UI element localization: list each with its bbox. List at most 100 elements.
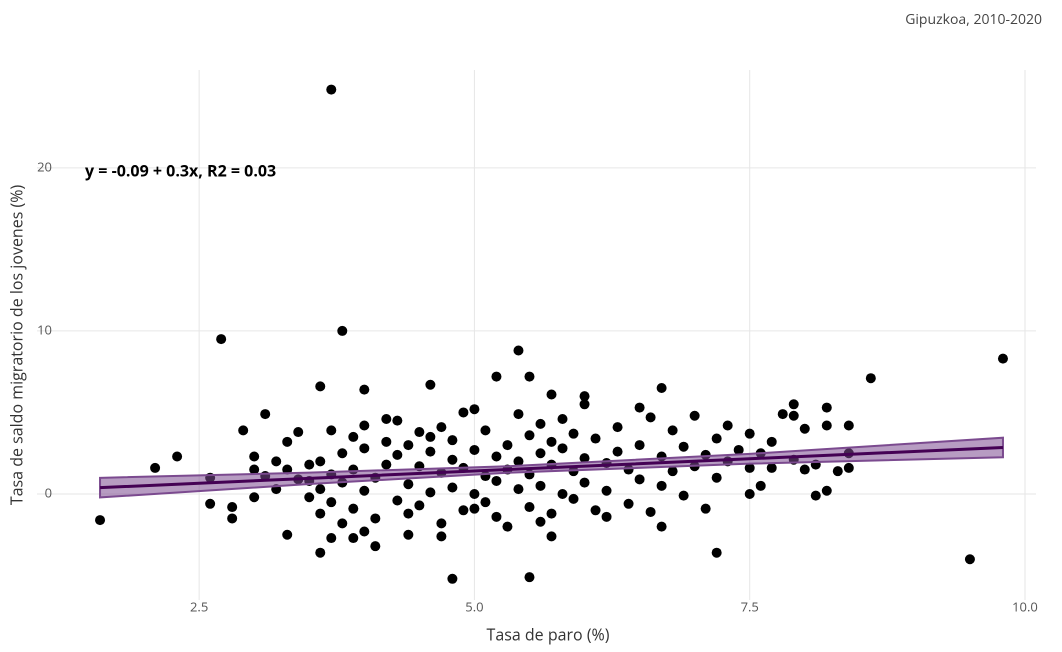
point (766, 436, 777, 447)
point (744, 489, 755, 499)
point (315, 456, 326, 467)
point (810, 490, 821, 501)
point (348, 533, 359, 544)
point (337, 448, 348, 459)
y-tick-label: 0 (45, 483, 52, 501)
y-tick-label: 20 (37, 157, 52, 175)
point (425, 487, 436, 498)
point (205, 498, 216, 509)
point (557, 413, 568, 424)
point (656, 383, 667, 393)
point (601, 485, 612, 496)
point (392, 449, 403, 460)
point (469, 503, 480, 514)
point (359, 420, 370, 431)
point (502, 521, 513, 532)
point (458, 505, 469, 516)
point (359, 443, 370, 454)
point (634, 402, 645, 413)
point (799, 423, 810, 434)
point (403, 440, 414, 451)
point (645, 506, 656, 517)
x-tick-label: 7.5 (741, 597, 759, 615)
point (623, 498, 634, 509)
point (282, 464, 293, 475)
point (843, 462, 854, 473)
point (249, 464, 260, 475)
point (821, 420, 832, 431)
point (755, 480, 766, 491)
point (502, 440, 513, 451)
x-axis-title: Tasa de paro (%) (487, 623, 610, 645)
point (634, 474, 645, 485)
point (414, 500, 425, 511)
point (711, 472, 722, 483)
x-tick-label: 10.0 (1012, 597, 1038, 615)
point (172, 451, 183, 462)
point (370, 541, 381, 552)
point (799, 464, 810, 475)
point (469, 489, 480, 499)
point (381, 459, 392, 470)
point (425, 431, 436, 442)
point (722, 420, 733, 431)
point (315, 381, 326, 392)
point (524, 572, 535, 583)
point (579, 453, 590, 464)
point (381, 413, 392, 424)
point (315, 484, 326, 495)
x-tick-label: 5.0 (465, 597, 483, 615)
point (315, 547, 326, 558)
point (678, 490, 689, 501)
point (491, 511, 502, 522)
point (788, 399, 799, 410)
point (326, 84, 337, 95)
point (249, 492, 260, 503)
point (227, 513, 238, 524)
point (678, 441, 689, 452)
point (480, 497, 491, 508)
point (579, 391, 590, 402)
point (425, 446, 436, 457)
point (821, 402, 832, 413)
point (348, 503, 359, 514)
point (326, 533, 337, 544)
point (381, 436, 392, 447)
point (282, 529, 293, 540)
point (568, 493, 579, 504)
point (326, 425, 337, 436)
point (579, 399, 590, 410)
point (513, 345, 524, 356)
point (579, 477, 590, 488)
point (95, 515, 106, 526)
point (370, 513, 381, 524)
point (491, 451, 502, 462)
point (469, 444, 480, 455)
point (601, 511, 612, 522)
point (656, 480, 667, 491)
point (282, 436, 293, 447)
point (645, 412, 656, 423)
point (513, 484, 524, 495)
point (403, 529, 414, 540)
point (337, 325, 348, 336)
point (304, 492, 315, 503)
point (997, 353, 1008, 364)
point (348, 431, 359, 442)
point (447, 573, 458, 584)
point (535, 516, 546, 527)
y-axis-title: Tasa de saldo migratorio de los jovenes … (5, 185, 27, 506)
point (964, 554, 975, 565)
point (524, 430, 535, 441)
point (260, 409, 271, 420)
point (392, 415, 403, 426)
point (843, 420, 854, 431)
point (568, 428, 579, 439)
x-tick-label: 2.5 (190, 597, 208, 615)
point (513, 409, 524, 420)
point (447, 482, 458, 493)
point (634, 440, 645, 451)
point (865, 373, 876, 384)
fit-line (99, 446, 1004, 490)
